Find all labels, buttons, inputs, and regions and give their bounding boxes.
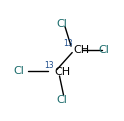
Text: 13: 13 bbox=[63, 39, 73, 48]
Text: Cl: Cl bbox=[56, 19, 67, 29]
Text: Cl: Cl bbox=[13, 66, 24, 76]
Text: Cl: Cl bbox=[98, 45, 109, 55]
Text: CH: CH bbox=[54, 67, 70, 77]
Text: 13: 13 bbox=[44, 61, 53, 70]
Text: Cl: Cl bbox=[56, 95, 67, 105]
Text: CH: CH bbox=[73, 45, 89, 55]
